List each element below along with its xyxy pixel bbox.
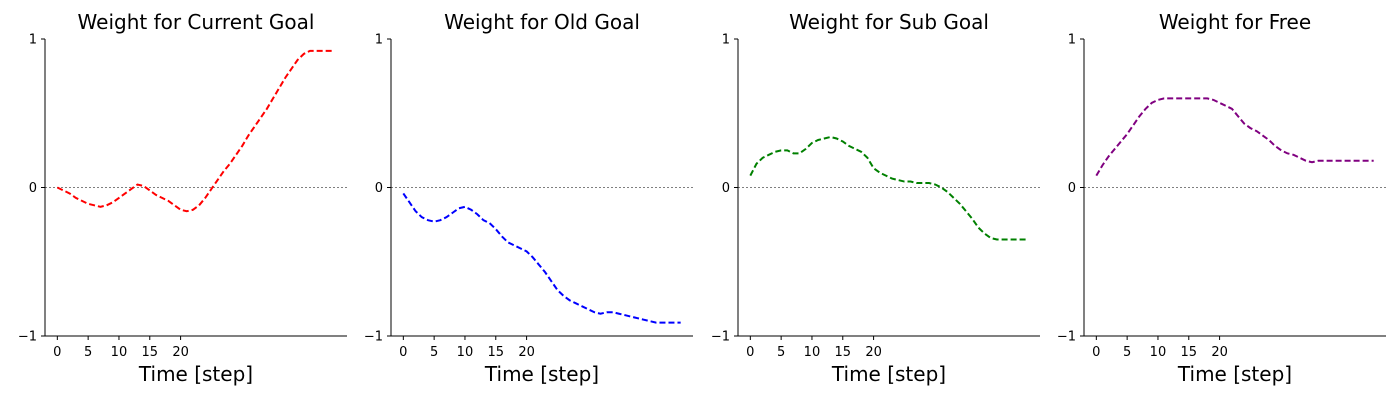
series-line bbox=[1095, 97, 1374, 177]
x-tick-label: 10 bbox=[804, 345, 821, 360]
x-tick-label: 10 bbox=[1150, 345, 1167, 360]
series-line bbox=[749, 135, 1028, 241]
y-tick-label: −1 bbox=[364, 330, 383, 345]
x-tick-label: 5 bbox=[1123, 345, 1131, 360]
x-tick-label: 5 bbox=[84, 345, 92, 360]
x-tick-label: 20 bbox=[1211, 345, 1228, 360]
series-line bbox=[402, 192, 681, 324]
y-tick-label: 1 bbox=[1068, 33, 1076, 48]
x-tick-label: 5 bbox=[777, 345, 785, 360]
chart-title: Weight for Sub Goal bbox=[789, 10, 989, 34]
chart-title: Weight for Old Goal bbox=[444, 10, 640, 34]
y-tick-label: 1 bbox=[722, 33, 730, 48]
y-tick-label: 1 bbox=[29, 33, 37, 48]
x-tick-label: 0 bbox=[53, 345, 61, 360]
x-tick-label: 15 bbox=[142, 345, 159, 360]
y-tick-label: 0 bbox=[1068, 181, 1076, 196]
x-tick-label: 20 bbox=[518, 345, 535, 360]
chart-title: Weight for Current Goal bbox=[78, 10, 315, 34]
x-tick-label: 20 bbox=[172, 345, 189, 360]
x-tick-label: 15 bbox=[835, 345, 852, 360]
y-tick-label: 0 bbox=[29, 181, 37, 196]
y-tick-label: 1 bbox=[375, 33, 383, 48]
x-tick-label: 10 bbox=[111, 345, 128, 360]
x-tick-label: 15 bbox=[1181, 345, 1198, 360]
x-tick-label: 0 bbox=[746, 345, 754, 360]
x-tick-label: 5 bbox=[430, 345, 438, 360]
x-axis-label: Time [step] bbox=[1177, 362, 1292, 386]
x-axis-label: Time [step] bbox=[831, 362, 946, 386]
y-tick-label: 0 bbox=[722, 181, 730, 196]
y-tick-label: −1 bbox=[1057, 330, 1076, 345]
y-tick-label: −1 bbox=[711, 330, 730, 345]
chart-title: Weight for Free bbox=[1159, 10, 1311, 34]
x-tick-label: 10 bbox=[457, 345, 474, 360]
x-tick-label: 0 bbox=[1092, 345, 1100, 360]
series-line bbox=[56, 49, 335, 213]
x-tick-label: 0 bbox=[399, 345, 407, 360]
x-tick-label: 15 bbox=[488, 345, 505, 360]
x-axis-label: Time [step] bbox=[484, 362, 599, 386]
x-tick-label: 20 bbox=[865, 345, 882, 360]
y-tick-label: −1 bbox=[18, 330, 37, 345]
x-axis-label: Time [step] bbox=[138, 362, 253, 386]
y-tick-label: 0 bbox=[375, 181, 383, 196]
